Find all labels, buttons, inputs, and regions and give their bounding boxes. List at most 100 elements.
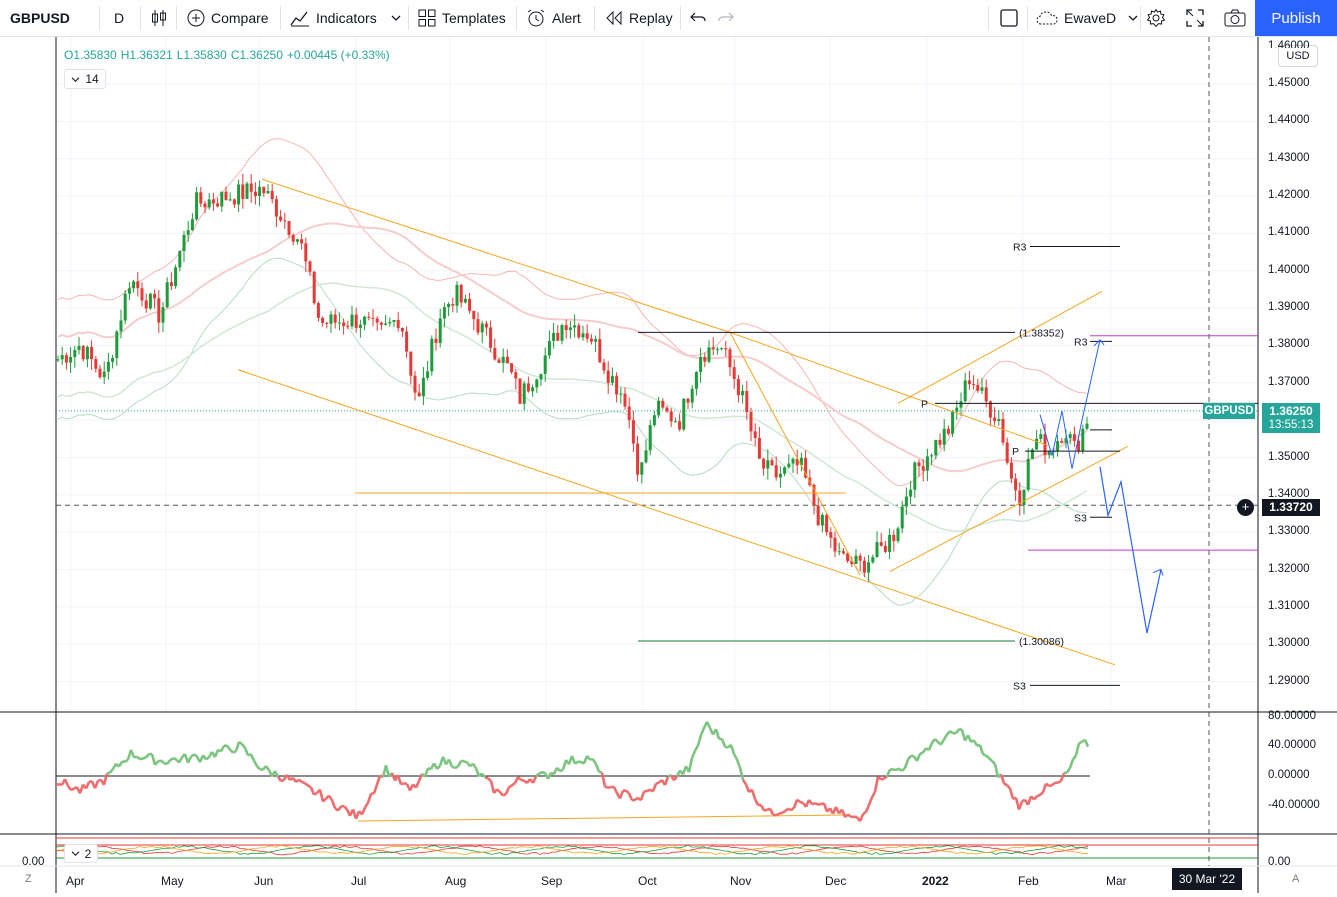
price-tick-label: 1.32000 bbox=[1268, 562, 1310, 575]
indicators-button[interactable]: Indicators bbox=[290, 0, 401, 36]
oscillator-segment bbox=[612, 786, 619, 794]
oscillator-segment bbox=[307, 784, 312, 789]
channel-line bbox=[897, 290, 1103, 404]
candle-body bbox=[564, 325, 568, 331]
oscillator-segment bbox=[600, 772, 607, 787]
candle-body bbox=[514, 372, 518, 379]
candle-body bbox=[909, 489, 913, 497]
candle-body bbox=[997, 418, 1001, 421]
candle-body bbox=[594, 339, 598, 342]
settings-button[interactable] bbox=[1146, 0, 1166, 36]
oscillator-segment bbox=[517, 776, 522, 781]
candle-body bbox=[417, 392, 421, 397]
auto-scale-z-button[interactable]: Z bbox=[25, 873, 32, 885]
candle-body bbox=[1085, 423, 1089, 429]
oscillator-segment bbox=[511, 781, 516, 787]
legend-low: L1.35830 bbox=[176, 48, 227, 62]
oscillator-length-button[interactable]: 2 bbox=[64, 844, 98, 863]
oscillator-segment bbox=[954, 728, 961, 734]
candle-body bbox=[694, 372, 698, 389]
candle-body bbox=[325, 322, 329, 324]
candle-body bbox=[463, 298, 467, 303]
snapshot-button[interactable] bbox=[1224, 0, 1246, 36]
alert-button[interactable]: Alert bbox=[526, 0, 581, 36]
candle-body bbox=[148, 293, 152, 309]
templates-button[interactable]: Templates bbox=[418, 0, 506, 36]
candle-body bbox=[430, 338, 434, 372]
add-crosshair-icon[interactable]: + bbox=[1237, 499, 1254, 516]
candle-body bbox=[480, 323, 484, 333]
layout-name-button[interactable]: EwaveD bbox=[1036, 0, 1138, 36]
oscillator-segment bbox=[720, 738, 727, 748]
candle-body bbox=[409, 351, 413, 376]
divider bbox=[99, 6, 100, 30]
candle-body bbox=[1077, 440, 1081, 452]
alert-label: Alert bbox=[552, 10, 581, 26]
candle-body bbox=[871, 556, 875, 563]
time-tick-label: Mar bbox=[1106, 874, 1127, 888]
candle-body bbox=[329, 314, 333, 324]
candle-body bbox=[81, 345, 85, 360]
candle-body bbox=[337, 322, 341, 324]
candle-body bbox=[73, 349, 77, 358]
candle-body bbox=[896, 528, 900, 542]
candle-body bbox=[720, 348, 724, 350]
oscillator-segment bbox=[474, 767, 481, 777]
oscillator-segment bbox=[705, 721, 712, 729]
candle-body bbox=[934, 440, 938, 456]
candle-body bbox=[127, 288, 131, 294]
candle-body bbox=[232, 199, 236, 205]
candle-body bbox=[930, 455, 934, 457]
price-chart[interactable]: (1.38352) (1.30086) R3 S3 R3 S3 P P bbox=[0, 37, 1337, 897]
symbol-search-button[interactable]: GBPUSD bbox=[10, 0, 70, 36]
candle-body bbox=[552, 332, 556, 342]
candle-body bbox=[304, 243, 308, 262]
candle-body bbox=[308, 261, 312, 272]
time-tick-label: Oct bbox=[638, 874, 657, 888]
oscillator-segment bbox=[993, 763, 1000, 778]
candle-body bbox=[1064, 438, 1068, 443]
candle-body bbox=[1005, 442, 1009, 463]
candle-body bbox=[287, 221, 291, 235]
oscillator-segment bbox=[634, 796, 639, 802]
candle-body bbox=[400, 327, 404, 332]
publish-button[interactable]: Publish bbox=[1255, 0, 1337, 36]
replay-button[interactable]: Replay bbox=[605, 0, 673, 36]
layout-name-label: EwaveD bbox=[1064, 10, 1117, 26]
oscillator-segment bbox=[799, 800, 804, 805]
ohlc-legend: O1.35830 H1.36321 L1.35830 C1.36250 +0.0… bbox=[64, 48, 390, 62]
indicator-length-button[interactable]: 14 bbox=[64, 69, 106, 89]
layout-toggle-button[interactable] bbox=[1000, 0, 1018, 36]
oscillator-length-label: 2 bbox=[84, 846, 92, 861]
redo-button[interactable] bbox=[718, 0, 734, 36]
oscillator-segment bbox=[129, 749, 136, 758]
interval-button[interactable]: D bbox=[114, 0, 124, 36]
chart-type-button[interactable] bbox=[150, 0, 168, 36]
candle-body bbox=[980, 387, 984, 391]
price-pane bbox=[56, 37, 1258, 712]
candle-body bbox=[820, 514, 824, 526]
oscillator-segment bbox=[885, 768, 892, 777]
price-tick-label: 1.38000 bbox=[1268, 338, 1310, 351]
fib-high-label: (1.38352) bbox=[1019, 327, 1064, 339]
gear-icon bbox=[1146, 8, 1166, 28]
oscillator-segment bbox=[667, 773, 672, 778]
candle-body bbox=[283, 220, 287, 222]
oscillator-segment bbox=[234, 741, 241, 752]
candle-body bbox=[1068, 434, 1072, 439]
oscillator-segment bbox=[190, 753, 195, 758]
candle-body bbox=[745, 391, 749, 413]
crosshair-date-tag: 30 Mar '22 bbox=[1172, 868, 1242, 890]
oscillator-segment bbox=[205, 756, 210, 761]
fullscreen-button[interactable] bbox=[1186, 0, 1204, 36]
candle-body bbox=[715, 349, 719, 351]
candle-body bbox=[510, 363, 514, 373]
currency-button[interactable]: USD bbox=[1278, 45, 1318, 67]
oscillator-segment bbox=[256, 765, 261, 771]
channel-line bbox=[729, 331, 1049, 447]
auto-scale-a-button[interactable]: A bbox=[1292, 873, 1300, 885]
compare-button[interactable]: Compare bbox=[187, 0, 269, 36]
oscillator-segment bbox=[883, 775, 888, 780]
candle-body bbox=[993, 417, 997, 421]
undo-button[interactable] bbox=[690, 0, 706, 36]
